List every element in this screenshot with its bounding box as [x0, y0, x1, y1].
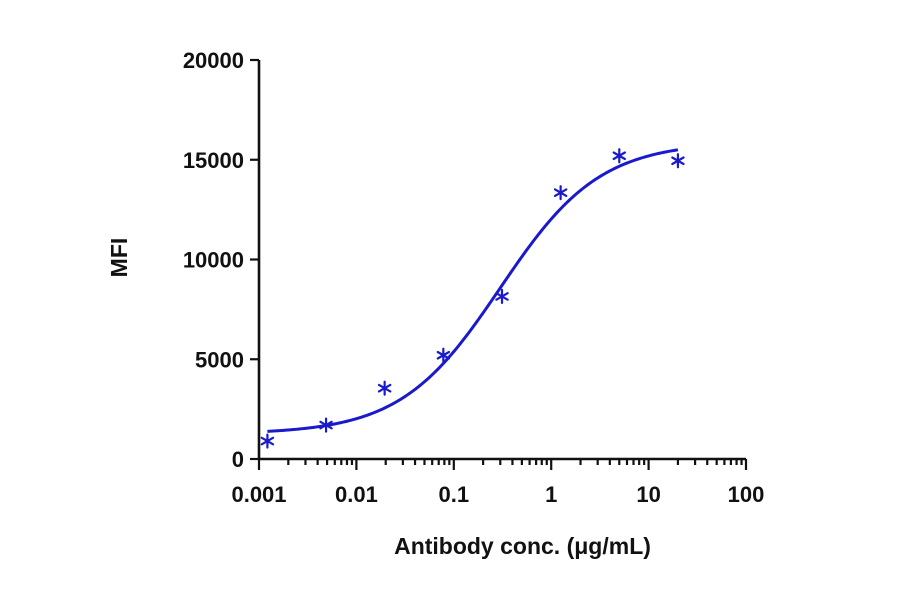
y-axis-title: MFI [106, 238, 132, 278]
axes [257, 60, 746, 461]
data-point-stroke [671, 156, 685, 166]
data-point [495, 288, 509, 305]
data-point [319, 417, 333, 433]
data-point-stroke [260, 436, 275, 446]
x-tick-label: 100 [728, 482, 765, 507]
x-axis-title: Antibody conc. (μg/mL) [394, 533, 651, 559]
y-ticks: 0 5000 10000 15000 20000 [183, 48, 259, 472]
fit-curve [267, 148, 679, 433]
data-point-stroke [612, 151, 627, 161]
y-tick-label: 0 [232, 447, 244, 472]
data-point [436, 347, 451, 363]
data-point [612, 148, 627, 164]
y-tick-label: 15000 [183, 148, 244, 173]
data-point [553, 185, 568, 201]
y-tick-label: 5000 [195, 347, 244, 372]
data-point [377, 380, 392, 396]
x-tick-label: 0.01 [335, 482, 378, 507]
x-ticks: 0.001 0.01 0.1 1 10 100 [231, 459, 764, 507]
x-tick-label: 1 [545, 482, 557, 507]
data-point-stroke [553, 188, 568, 198]
data-point-stroke [495, 292, 509, 301]
data-point [260, 433, 275, 449]
data-points [260, 148, 685, 449]
data-point-stroke [319, 420, 333, 430]
x-tick-label: 10 [636, 482, 660, 507]
data-point-stroke [436, 350, 451, 360]
x-tick-label: 0.1 [439, 482, 470, 507]
data-point [671, 153, 685, 169]
y-tick-label: 20000 [183, 48, 244, 73]
y-tick-label: 10000 [183, 248, 244, 273]
data-point-stroke [377, 383, 392, 393]
x-tick-label: 0.001 [231, 482, 286, 507]
